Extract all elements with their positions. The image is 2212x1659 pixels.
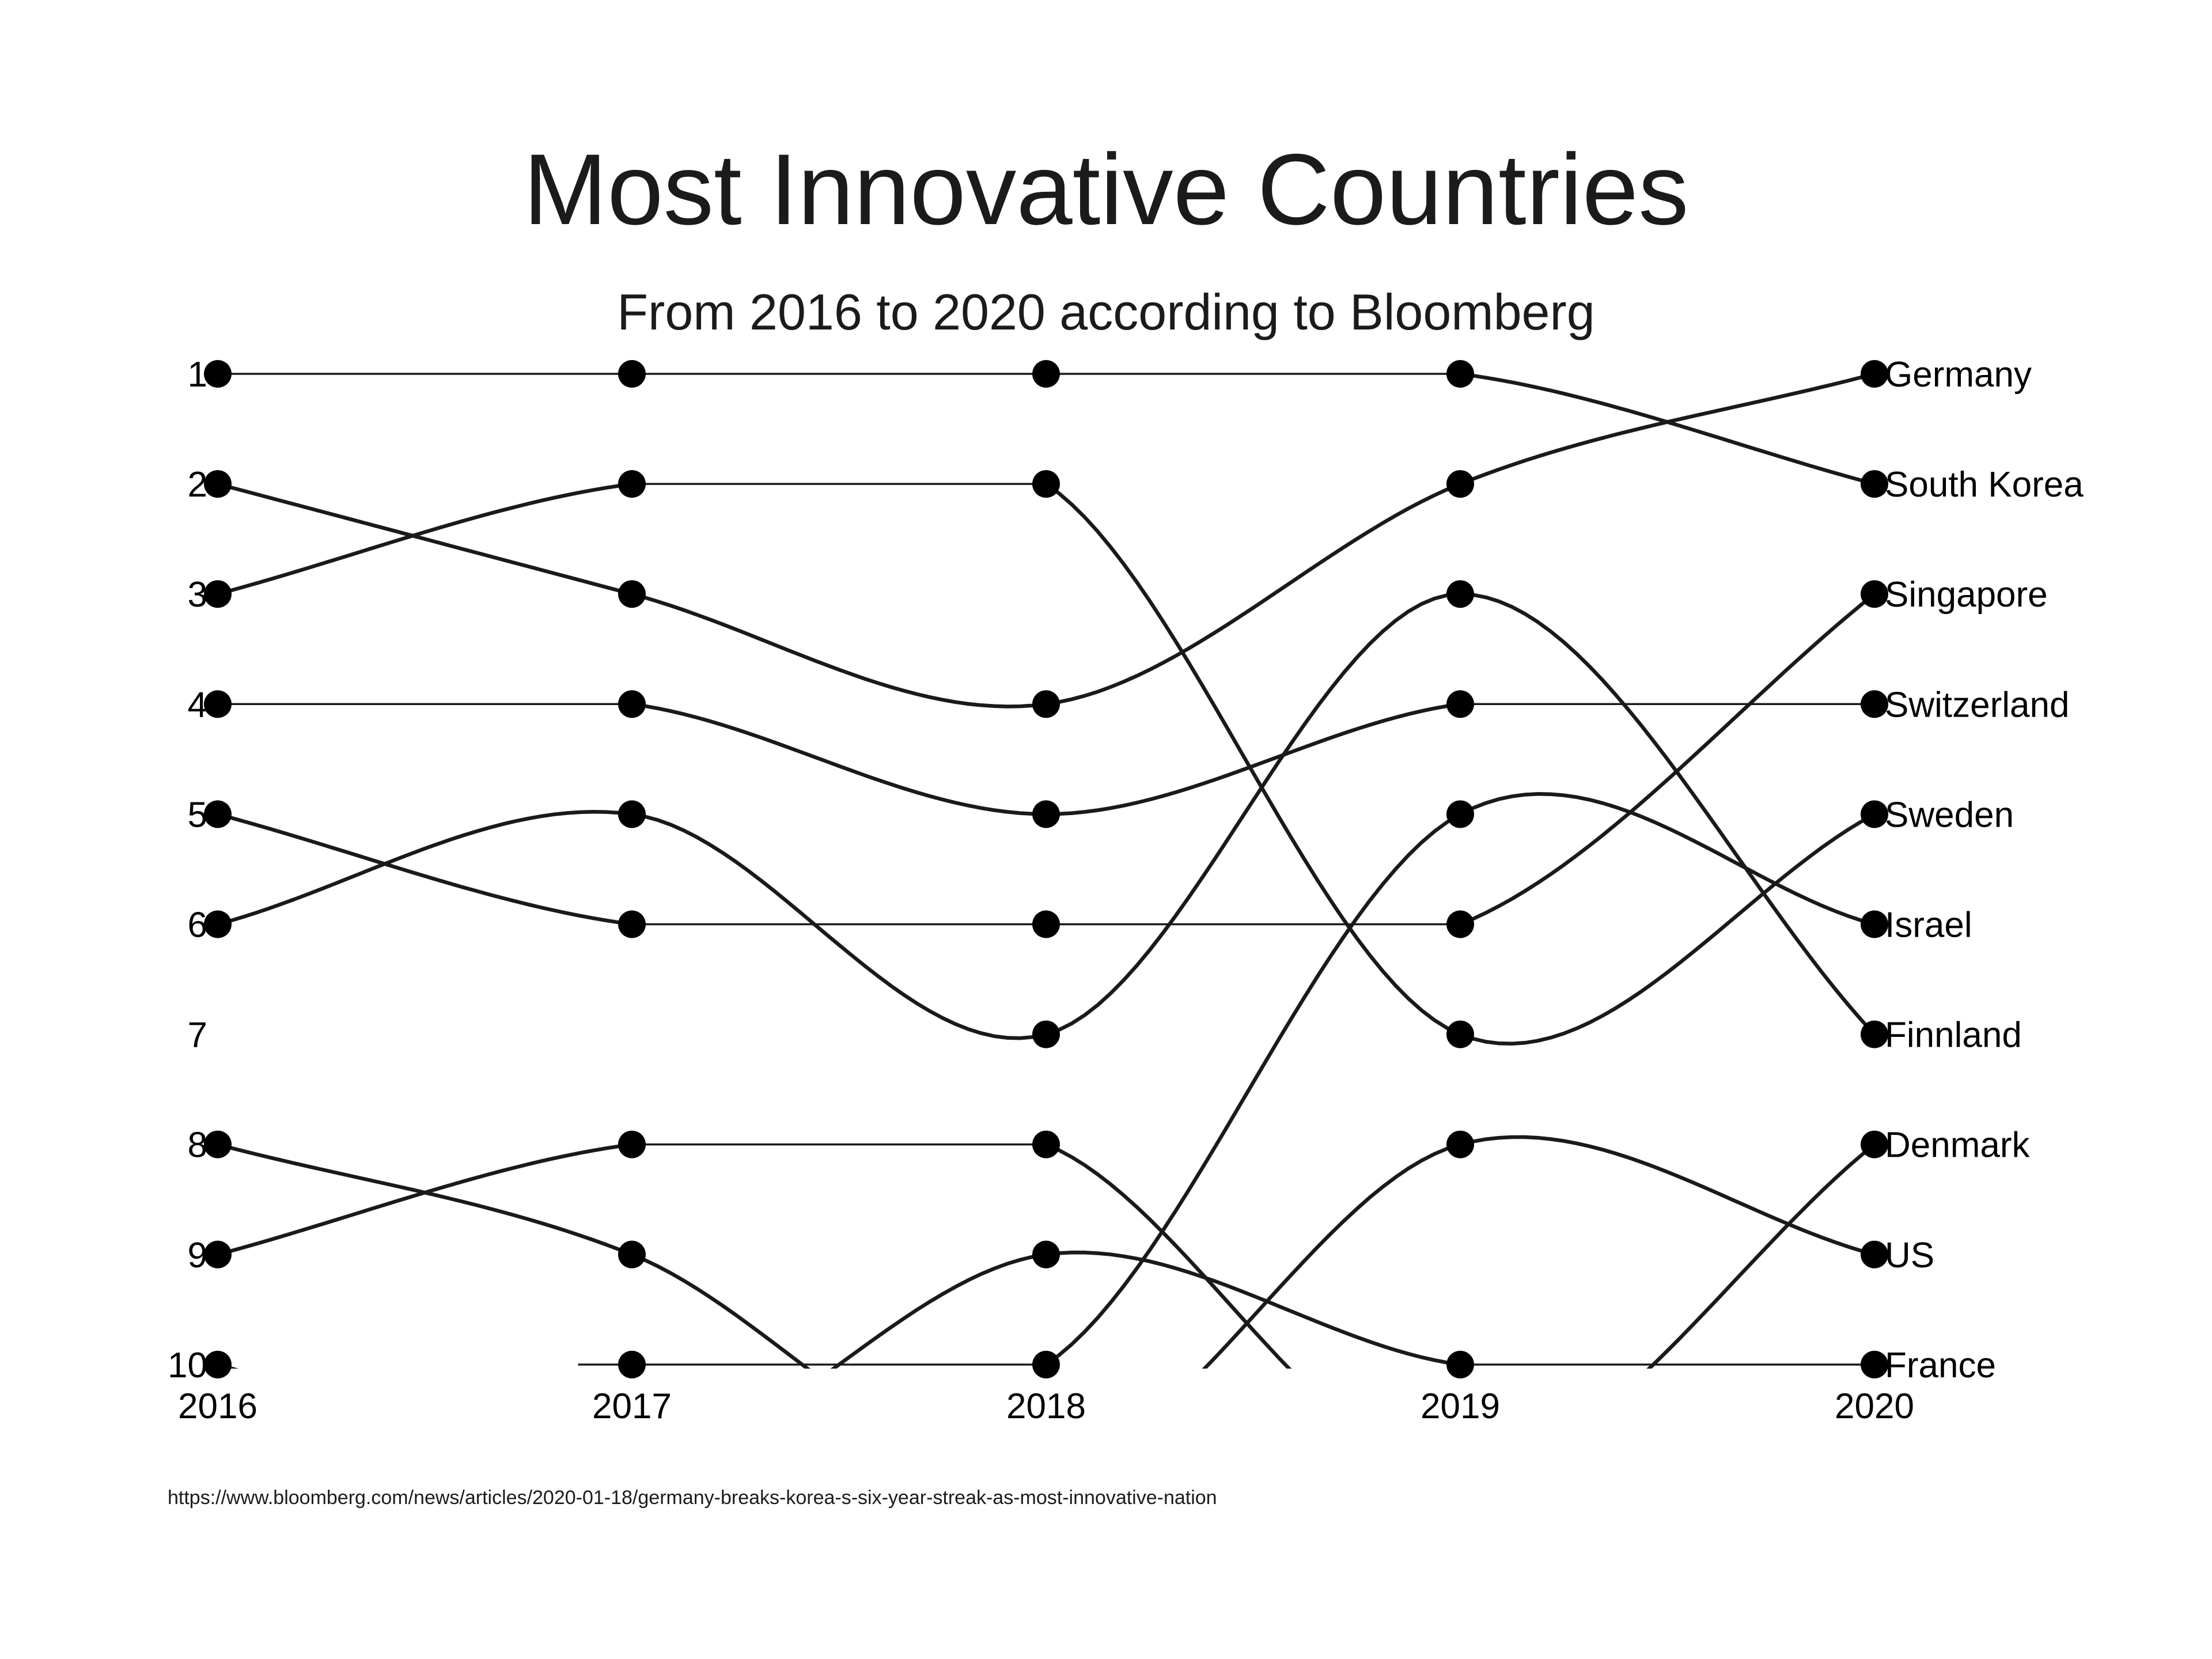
- dot-france-2016: [204, 1350, 232, 1378]
- country-label-singapore: Singapore: [1885, 575, 2048, 615]
- country-label-israel: Israel: [1885, 906, 1972, 945]
- rank-label-3: 3: [188, 575, 207, 615]
- series-lines-layer: [217, 372, 1876, 1369]
- chart-subtitle: From 2016 to 2020 according to Bloomberg: [617, 283, 1595, 340]
- dot-sweden-2020: [1861, 800, 1888, 828]
- dot-france-2019: [1446, 1350, 1474, 1378]
- dot-germany-2020: [1861, 360, 1888, 388]
- dot-switzerland-2020: [1861, 690, 1888, 718]
- dot-finnland-2019: [1446, 580, 1474, 608]
- year-label-2016: 2016: [178, 1387, 257, 1426]
- dot-switzerland-2017: [618, 690, 646, 718]
- dot-israel-2019: [1446, 800, 1474, 828]
- dot-singapore-2018: [1032, 910, 1060, 938]
- dot-us-2016: [204, 1130, 232, 1158]
- rank-label-4: 4: [188, 685, 207, 725]
- rank-label-1: 1: [188, 355, 207, 395]
- series-line-denmark: [217, 1142, 1876, 1369]
- dot-israel-2017: [618, 1350, 646, 1378]
- dot-germany-2016: [204, 470, 232, 498]
- series-dots-layer: [204, 360, 1888, 1378]
- dot-singapore-2020: [1861, 580, 1888, 608]
- dot-south-korea-2017: [618, 360, 646, 388]
- dot-switzerland-2018: [1032, 800, 1060, 828]
- rank-label-2: 2: [188, 465, 207, 505]
- chart-title: Most Innovative Countries: [523, 134, 1689, 246]
- dot-south-korea-2016: [204, 360, 232, 388]
- dot-singapore-2017: [618, 910, 646, 938]
- dot-finnland-2017: [618, 800, 646, 828]
- dot-us-2019: [1446, 1130, 1474, 1158]
- series-line-singapore: [217, 592, 1876, 926]
- dot-singapore-2016: [204, 800, 232, 828]
- country-label-germany: Germany: [1885, 355, 2032, 395]
- source-url: https://www.bloomberg.com/news/articles/…: [168, 1487, 1217, 1509]
- year-label-2018: 2018: [1006, 1387, 1086, 1426]
- country-label-finnland: Finnland: [1885, 1016, 2022, 1055]
- axis-labels-layer: South Korea Germany Sweden Switzerland Singa…: [168, 355, 2084, 1426]
- dot-south-korea-2019: [1446, 360, 1474, 388]
- dot-finnland-2018: [1032, 1020, 1060, 1048]
- dot-france-2018: [1032, 1240, 1060, 1268]
- rank-label-7: 7: [188, 1016, 207, 1055]
- dot-switzerland-2016: [204, 690, 232, 718]
- dot-south-korea-2020: [1861, 470, 1888, 498]
- dot-sweden-2018: [1032, 470, 1060, 498]
- dot-israel-2020: [1861, 910, 1888, 938]
- series-line-sweden: [217, 482, 1876, 1046]
- country-label-denmark: Denmark: [1885, 1126, 2031, 1165]
- dot-germany-2017: [618, 580, 646, 608]
- country-label-us: US: [1885, 1236, 1934, 1275]
- dot-germany-2019: [1446, 470, 1474, 498]
- dot-germany-2018: [1032, 690, 1060, 718]
- country-label-south-korea: South Korea: [1885, 465, 2084, 505]
- series-line-switzerland: [631, 702, 1461, 816]
- rank-label-9: 9: [188, 1236, 207, 1275]
- dot-us-2017: [618, 1240, 646, 1268]
- dot-denmark-2016: [204, 1240, 232, 1268]
- country-label-switzerland: Switzerland: [1885, 685, 2069, 725]
- dot-finnland-2016: [204, 910, 232, 938]
- rank-label-6: 6: [188, 906, 207, 945]
- dot-sweden-2016: [204, 580, 232, 608]
- country-label-france: France: [1885, 1346, 1996, 1385]
- year-label-2020: 2020: [1835, 1387, 1914, 1426]
- series-line-israel: [1045, 792, 1875, 1366]
- rank-label-8: 8: [188, 1126, 207, 1165]
- country-label-sweden: Sweden: [1885, 795, 2014, 835]
- dot-south-korea-2018: [1032, 360, 1060, 388]
- series-line-finnland: [217, 592, 1876, 1040]
- dot-israel-2018: [1032, 1350, 1060, 1378]
- dot-switzerland-2019: [1446, 690, 1474, 718]
- dot-sweden-2017: [618, 470, 646, 498]
- dot-finnland-2020: [1861, 1020, 1888, 1048]
- rank-label-5: 5: [188, 795, 207, 835]
- year-label-2017: 2017: [592, 1387, 672, 1426]
- dot-sweden-2019: [1446, 1020, 1474, 1048]
- dot-singapore-2019: [1446, 910, 1474, 938]
- dot-denmark-2020: [1861, 1130, 1888, 1158]
- dot-france-2020: [1861, 1350, 1888, 1378]
- dot-us-2020: [1861, 1240, 1888, 1268]
- dot-denmark-2018: [1032, 1130, 1060, 1158]
- year-label-2019: 2019: [1421, 1387, 1500, 1426]
- series-line-germany: [217, 372, 1875, 709]
- rank-label-10: 10: [168, 1346, 207, 1385]
- dot-denmark-2017: [618, 1130, 646, 1158]
